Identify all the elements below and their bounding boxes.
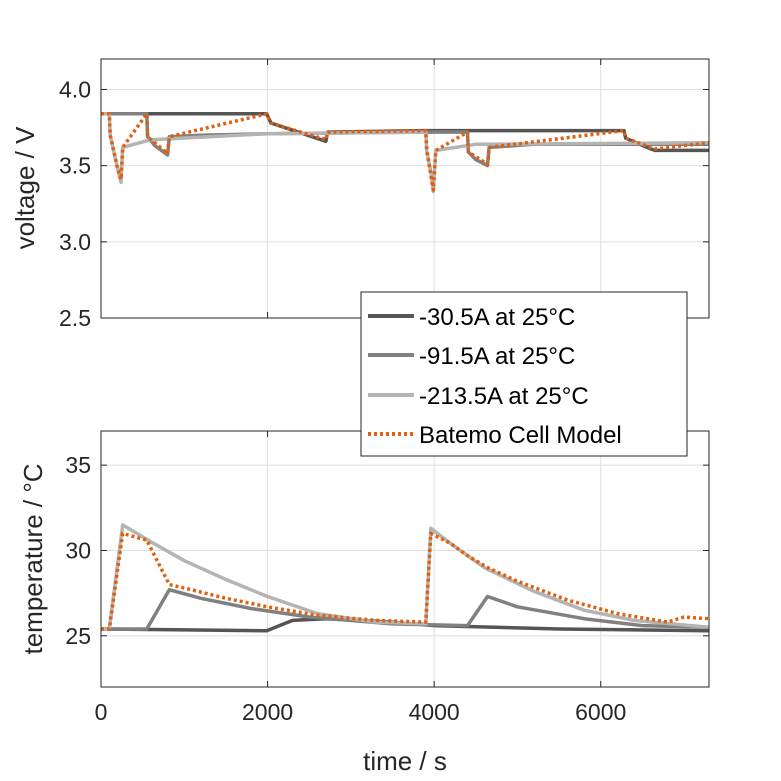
temperature-series-batemo-cell-model bbox=[101, 531, 710, 631]
legend-label-213-5a: -213.5A at 25°C bbox=[419, 383, 589, 410]
voltage-ytick-label-4: 4.0 bbox=[59, 76, 91, 102]
legend: -30.5A at 25°C -91.5A at 25°C -213.5A at… bbox=[360, 291, 688, 457]
temperature-xtick-label-6000: 6000 bbox=[575, 699, 626, 725]
voltage-ticks: 2.5 3.0 3.5 4.0 bbox=[59, 59, 709, 331]
x-axis-label: time / s bbox=[363, 746, 447, 776]
temperature-plot-area bbox=[101, 431, 709, 687]
temperature-ytick-label-30: 30 bbox=[65, 537, 91, 563]
legend-label-batemo-model: Batemo Cell Model bbox=[419, 422, 622, 449]
voltage-ytick-label-3: 3.0 bbox=[59, 229, 91, 255]
legend-box bbox=[360, 291, 688, 457]
voltage-y-axis-label: voltage / V bbox=[10, 126, 40, 250]
voltage-plot-area bbox=[101, 59, 709, 318]
voltage-ytick-label-2-5: 2.5 bbox=[59, 305, 91, 331]
legend-label-91-5a: -91.5A at 25°C bbox=[419, 343, 575, 370]
temperature-y-axis-label: temperature / °C bbox=[18, 463, 48, 654]
legend-label-30-5a: -30.5A at 25°C bbox=[419, 304, 575, 331]
temperature-xtick-label-2000: 2000 bbox=[242, 699, 293, 725]
temperature-xtick-label-4000: 4000 bbox=[409, 699, 460, 725]
temperature-ytick-label-35: 35 bbox=[65, 452, 91, 478]
temperature-ticks: 25 30 35 0 2000 4000 6000 bbox=[65, 431, 709, 725]
temperature-ytick-label-25: 25 bbox=[65, 623, 91, 649]
voltage-axes: 2.5 3.0 3.5 4.0 voltage / V bbox=[10, 58, 710, 331]
voltage-ytick-label-3-5: 3.5 bbox=[59, 153, 91, 179]
temperature-series bbox=[100, 523, 710, 633]
voltage-series-batemo-cell-model bbox=[101, 112, 710, 192]
voltage-series bbox=[101, 112, 710, 194]
temperature-axes: 25 30 35 0 2000 4000 6000 temperature / °C tim… bbox=[18, 430, 710, 776]
temperature-xtick-label-0: 0 bbox=[95, 699, 108, 725]
